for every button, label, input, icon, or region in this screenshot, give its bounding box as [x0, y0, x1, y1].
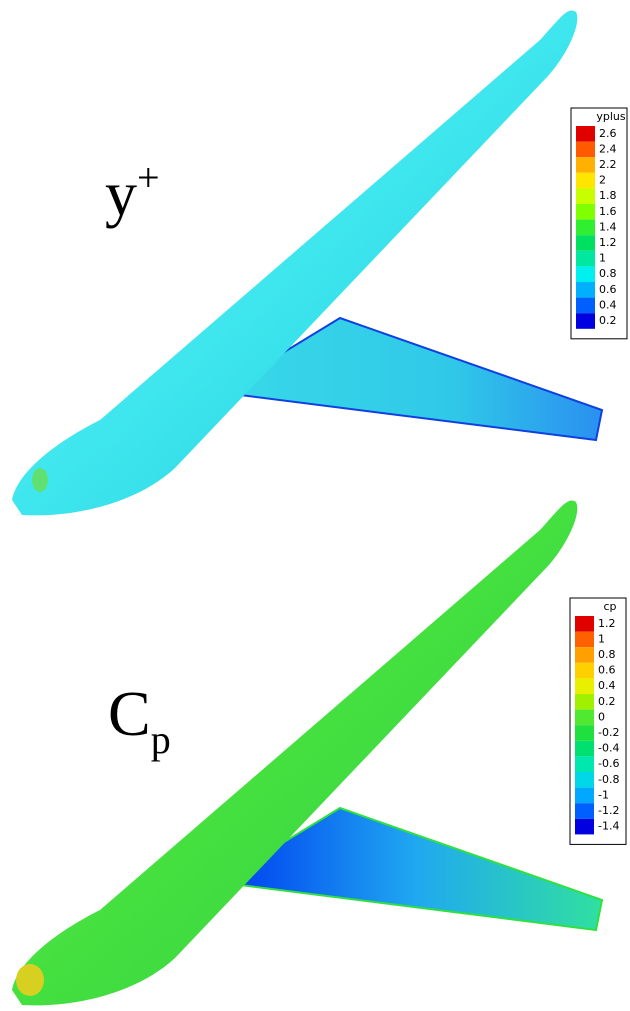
legend-swatch: [575, 678, 594, 694]
legend-label: 2.4: [599, 142, 617, 155]
aircraft-yplus: [12, 10, 602, 515]
figure: y+ Cp yplus 2.6 2.4 2.2 2 1.8 1.6 1.4 1.2 1 0.8 0.6…: [0, 0, 630, 1011]
legend-swatch: [576, 204, 595, 220]
legend-label: 0.4: [598, 679, 616, 692]
panel-label: Cp: [108, 678, 171, 762]
nose-patch: [32, 468, 48, 492]
fuselage: [12, 10, 577, 515]
legend-swatch: [576, 251, 595, 267]
panel-label: y+: [105, 155, 160, 229]
legend-label: 1: [598, 632, 605, 645]
legend-label: -0.8: [598, 773, 619, 786]
legend-label: 2.2: [599, 158, 617, 171]
legend-label: 2: [599, 174, 606, 187]
fuselage: [12, 500, 577, 1005]
legends: yplus 2.6 2.4 2.2 2 1.8 1.6 1.4 1.2 1 0.8 0.6 0.4 0.2…: [570, 108, 627, 844]
legend-swatch: [576, 126, 595, 142]
legend-label: 1.2: [598, 617, 616, 630]
legend-swatch: [575, 803, 594, 819]
legend-label: -1.2: [598, 804, 619, 817]
legend-label: 0.8: [598, 648, 616, 661]
label-main: y: [105, 158, 137, 229]
legend-swatch: [576, 220, 595, 236]
legend-label: 0.4: [599, 298, 617, 311]
legend-label: 0: [598, 710, 605, 723]
legend-swatch: [575, 725, 594, 741]
nose-patch: [16, 964, 44, 996]
legend-swatch: [576, 235, 595, 251]
legend-swatch: [576, 266, 595, 282]
legend-label: -0.6: [598, 757, 619, 770]
legend-label: 1.6: [599, 205, 617, 218]
legend-title: cp: [603, 600, 616, 613]
legend-swatch: [575, 616, 594, 632]
label-superscript: +: [137, 155, 160, 200]
label-subscript: p: [151, 717, 171, 762]
legend-swatch: [575, 772, 594, 788]
legend-swatch: [575, 663, 594, 679]
legend-swatch: [576, 157, 595, 173]
legend-label: 1.8: [599, 189, 617, 202]
legend-label: 0.6: [599, 283, 617, 296]
legend-swatch: [575, 819, 594, 835]
legend-label: 1: [599, 252, 606, 265]
legend-swatch: [575, 756, 594, 772]
legend-swatch: [575, 632, 594, 648]
legend-label: 0.2: [598, 695, 616, 708]
legend-swatch: [576, 142, 595, 158]
legend-swatch: [576, 298, 595, 314]
legend-label: -0.4: [598, 742, 619, 755]
legend-label: 0.8: [599, 267, 617, 280]
legend-swatch: [575, 694, 594, 710]
legend-swatch: [576, 188, 595, 204]
legend-swatch: [575, 710, 594, 726]
aircraft-cp: [12, 500, 602, 1005]
legend-label: 2.6: [599, 127, 617, 140]
legend-title: yplus: [596, 110, 626, 123]
legend-swatch: [576, 313, 595, 329]
legend-label: -0.2: [598, 726, 619, 739]
legend-swatch: [576, 173, 595, 189]
legend-swatch: [575, 647, 594, 663]
legend-swatch: [575, 741, 594, 757]
legend-swatch: [576, 282, 595, 298]
legend-label: 0.2: [599, 314, 617, 327]
legend-label: 1.4: [599, 220, 617, 233]
legend-swatch: [575, 788, 594, 804]
legend-label: -1.4: [598, 820, 619, 833]
legend-label: -1: [598, 788, 609, 801]
legend-label: 1.2: [599, 236, 617, 249]
label-main: C: [108, 678, 151, 749]
legend-label: 0.6: [598, 664, 616, 677]
